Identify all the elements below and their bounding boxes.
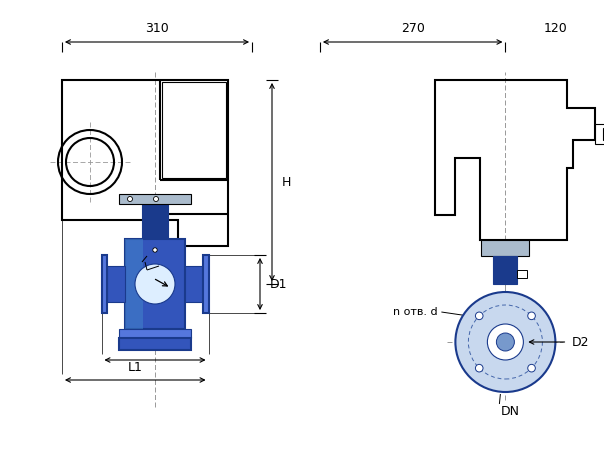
Bar bbox=[119, 329, 191, 338]
Text: DN: DN bbox=[500, 405, 519, 418]
Bar bbox=[185, 266, 203, 302]
Bar bbox=[518, 270, 527, 278]
Polygon shape bbox=[596, 124, 604, 144]
Circle shape bbox=[127, 196, 132, 201]
Circle shape bbox=[496, 333, 515, 351]
Text: n отв. d: n отв. d bbox=[393, 307, 438, 317]
Bar bbox=[142, 204, 168, 239]
Text: D2: D2 bbox=[571, 335, 589, 348]
Circle shape bbox=[135, 264, 175, 304]
Text: L: L bbox=[152, 341, 158, 354]
Text: D1: D1 bbox=[270, 278, 288, 291]
Text: H: H bbox=[282, 176, 291, 188]
Bar bbox=[101, 255, 107, 313]
Circle shape bbox=[475, 365, 483, 372]
Bar bbox=[493, 256, 518, 284]
Bar bbox=[162, 82, 226, 178]
Bar bbox=[203, 255, 208, 313]
Circle shape bbox=[528, 365, 535, 372]
Bar bbox=[139, 239, 171, 261]
Circle shape bbox=[153, 248, 157, 252]
Bar bbox=[125, 239, 185, 329]
Circle shape bbox=[528, 312, 535, 320]
Bar bbox=[125, 239, 143, 329]
Bar bbox=[119, 194, 191, 204]
Circle shape bbox=[153, 196, 158, 201]
Bar bbox=[481, 240, 529, 256]
Bar bbox=[119, 338, 191, 350]
Circle shape bbox=[475, 312, 483, 320]
Text: 310: 310 bbox=[145, 22, 169, 35]
Text: 270: 270 bbox=[401, 22, 425, 35]
Bar bbox=[107, 266, 125, 302]
Text: L1: L1 bbox=[128, 361, 143, 374]
Circle shape bbox=[487, 324, 524, 360]
Text: 120: 120 bbox=[544, 22, 567, 35]
Circle shape bbox=[455, 292, 556, 392]
